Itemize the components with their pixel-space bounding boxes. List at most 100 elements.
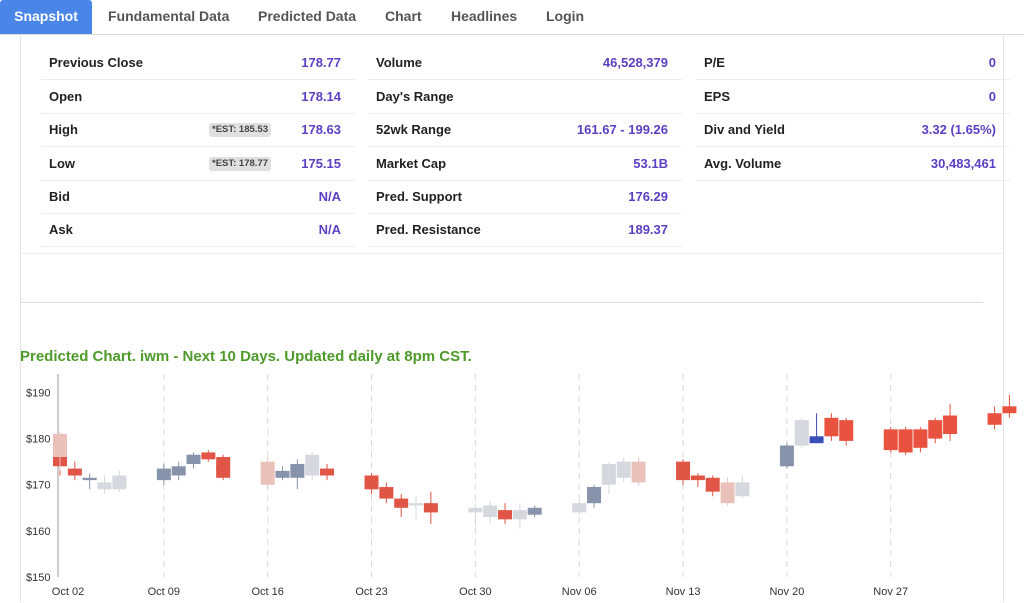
stat-value: 3.32 (1.65%): [921, 122, 996, 137]
candle-body: [616, 461, 631, 478]
candle-body: [928, 420, 943, 439]
stat-row-bid: Bid N/A: [41, 180, 355, 214]
stat-value: 178.14: [301, 89, 341, 104]
stat-value: 46,528,379: [602, 55, 668, 70]
stat-row-pred-support: Pred. Support 176.29: [368, 180, 682, 214]
stat-row-high: High *EST: 185.53 178.63: [41, 113, 355, 147]
est-badge: *EST: 185.53: [209, 123, 271, 137]
candle-body: [572, 503, 587, 513]
stat-value: 175.15: [301, 156, 341, 171]
stat-row-open: Open 178.14: [41, 80, 355, 114]
candle-body: [1002, 406, 1017, 414]
tab-login[interactable]: Login: [546, 8, 585, 24]
tab-predicted-data[interactable]: Predicted Data: [258, 8, 357, 24]
candle-body: [379, 487, 394, 499]
stat-value: 178.77: [301, 55, 341, 70]
stat-value: N/A: [318, 189, 341, 204]
x-tick-label: Nov 06: [562, 586, 597, 598]
candle-body: [364, 475, 379, 490]
candle-body: [201, 452, 216, 460]
divider: [21, 302, 983, 303]
est-badge: *EST: 178.77: [209, 157, 271, 171]
stat-value: 0: [988, 55, 996, 70]
x-tick-label: Oct 16: [251, 586, 283, 598]
candle-body: [423, 503, 438, 513]
candle-body: [409, 503, 424, 506]
candle-body: [587, 487, 602, 504]
chart-title: Predicted Chart. iwm - Next 10 Days. Upd…: [20, 348, 472, 365]
candle-body: [601, 463, 616, 485]
candle-body: [468, 507, 483, 513]
tab-chart[interactable]: Chart: [385, 8, 422, 24]
stat-value: 161.67 - 199.26: [576, 122, 668, 137]
candle-body: [305, 454, 320, 476]
stat-row-eps: EPS 0: [696, 80, 1010, 114]
candle-body: [779, 445, 794, 467]
stat-row-div-yield: Div and Yield 3.32 (1.65%): [696, 113, 1010, 147]
stat-row-previous-close: Previous Close 178.77: [41, 46, 355, 80]
x-tick-label: Oct 09: [148, 586, 180, 598]
candle-body: [898, 429, 913, 453]
candle-body: [320, 468, 335, 476]
stat-label: High: [49, 122, 78, 137]
stat-row-ask: Ask N/A: [41, 213, 355, 247]
candle-body: [498, 510, 513, 520]
candle-body: [186, 454, 201, 464]
divider: [21, 253, 1003, 254]
candle-body: [676, 461, 691, 481]
candle-body: [260, 461, 275, 485]
stat-value: 0: [988, 89, 996, 104]
tab-snapshot[interactable]: Snapshot: [0, 0, 92, 34]
y-tick-label: $150: [26, 572, 50, 584]
stat-row-days-range: Day's Range: [368, 80, 682, 114]
stat-value: N/A: [318, 222, 341, 237]
tab-fundamental-data[interactable]: Fundamental Data: [108, 8, 230, 24]
candle-body: [527, 507, 542, 515]
stat-row-pred-resistance: Pred. Resistance 189.37: [368, 213, 682, 247]
candle-body: [216, 466, 231, 478]
candle-body: [290, 463, 305, 478]
candle-body: [112, 475, 127, 490]
candle-body: [512, 510, 527, 520]
candle-body: [53, 433, 67, 458]
x-tick-label: Nov 27: [873, 586, 908, 598]
y-tick-label: $190: [26, 387, 50, 399]
snapshot-panel: Previous Close 178.77 Open 178.14 High *…: [20, 34, 1010, 602]
stat-label: EPS: [704, 89, 731, 104]
y-tick-label: $180: [26, 434, 50, 446]
tab-bar: Snapshot Fundamental Data Predicted Data…: [0, 0, 1024, 35]
x-tick-label: Nov 13: [666, 586, 701, 598]
stat-label: Volume: [376, 55, 422, 70]
stat-label: P/E: [704, 55, 725, 70]
x-tick-label: Oct 02: [52, 586, 84, 598]
candle-body: [913, 429, 928, 448]
stat-row-52wk-range: 52wk Range 161.67 - 199.26: [368, 113, 682, 147]
stat-row-pe: P/E 0: [696, 46, 1010, 80]
candle-body: [883, 429, 898, 451]
candle-body: [483, 505, 498, 518]
candle-body: [943, 415, 958, 434]
candle-body: [987, 413, 1002, 425]
stat-value: 53.1B: [633, 156, 668, 171]
candle-body: [171, 466, 186, 476]
candle-body: [824, 417, 839, 437]
x-tick-label: Oct 23: [355, 586, 387, 598]
stat-row-low: Low *EST: 178.77 175.15: [41, 147, 355, 181]
stat-row-market-cap: Market Cap 53.1B: [368, 147, 682, 181]
candle-body: [67, 468, 82, 476]
stat-label: Avg. Volume: [704, 156, 782, 171]
candle-body: [690, 475, 705, 481]
stat-label: Bid: [49, 189, 70, 204]
stat-row-avg-volume: Avg. Volume 30,483,461: [696, 147, 1010, 181]
stat-label: Div and Yield: [704, 122, 785, 137]
candle-body: [809, 436, 824, 444]
candle-body: [794, 420, 809, 446]
stat-value: 189.37: [628, 222, 668, 237]
candle-body: [735, 484, 750, 490]
stat-value: 178.63: [301, 122, 341, 137]
tab-headlines[interactable]: Headlines: [451, 8, 518, 24]
stat-value: 30,483,461: [930, 156, 996, 171]
stat-label: Open: [49, 89, 83, 104]
stat-label: Pred. Resistance: [376, 222, 481, 237]
candle-body: [705, 477, 720, 492]
